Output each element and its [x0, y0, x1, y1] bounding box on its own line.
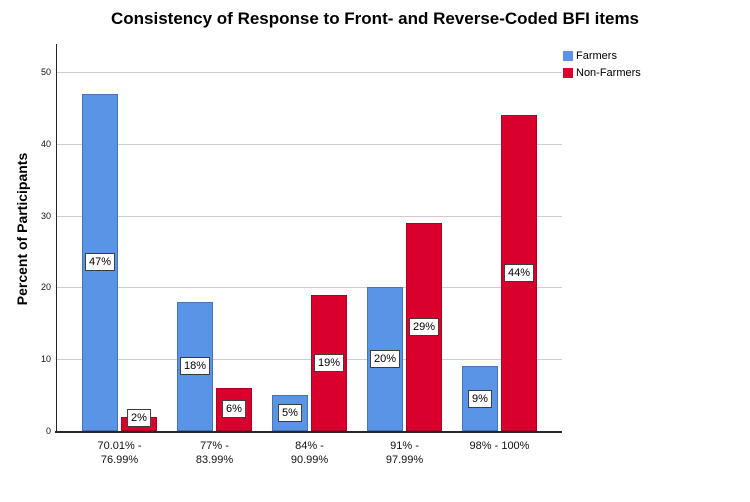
x-axis-line — [55, 431, 562, 433]
legend-item-farmers: Farmers — [563, 49, 641, 63]
x-tick-label-4: 91% - 97.99% — [385, 440, 424, 466]
gridline-20 — [57, 287, 562, 289]
y-tick-label-40: 40 — [40, 138, 51, 149]
chart-title: Consistency of Response to Front- and Re… — [110, 9, 640, 28]
gridline-50 — [57, 72, 562, 73]
bar-value-label-non-farmers-1: 2% — [127, 409, 151, 427]
legend-label-farmers: Farmers — [576, 50, 617, 62]
farmers-swatch-icon — [563, 51, 573, 61]
legend-item-non-farmers: Non-Farmers — [563, 66, 641, 80]
gridline-40 — [57, 143, 562, 145]
bar-value-label-non-farmers-2: 6% — [222, 400, 246, 419]
x-tick-label-2: 77% - 83.99% — [195, 440, 234, 466]
bar-value-label-farmers-3: 5% — [278, 404, 302, 423]
y-axis-line — [56, 44, 57, 432]
x-tick-label-3: 84% - 90.99% — [290, 440, 329, 466]
non-farmers-swatch-icon — [563, 68, 573, 78]
bar-value-label-non-farmers-4: 29% — [408, 317, 440, 336]
bar-value-label-farmers-2: 18% — [179, 357, 211, 376]
bar-value-label-farmers-1: 47% — [84, 253, 116, 272]
bar-farmers-5 — [462, 366, 498, 431]
y-tick-label-30: 30 — [40, 210, 51, 221]
y-tick-label-20: 20 — [40, 282, 51, 293]
bar-value-label-non-farmers-3: 19% — [313, 353, 345, 372]
bar-value-label-non-farmers-5: 44% — [503, 264, 535, 283]
y-tick-label-0: 0 — [45, 426, 51, 436]
y-tick-label-10: 10 — [40, 354, 51, 365]
legend-label-non-farmers: Non-Farmers — [576, 67, 641, 79]
x-tick-label-5: 98% - 100% — [469, 440, 530, 452]
gridline-10 — [57, 359, 562, 361]
bar-value-label-farmers-5: 9% — [468, 389, 492, 408]
gridline-30 — [57, 215, 562, 217]
x-tick-label-1: 70.01% - 76.99% — [97, 440, 142, 466]
plot-area: 47% 2% 18% 6% 5% 19% 20% 29% 9% 44% — [57, 44, 562, 431]
bar-value-label-farmers-4: 20% — [369, 350, 401, 369]
y-tick-label-50: 50 — [40, 67, 51, 77]
legend: Farmers Non-Farmers — [563, 49, 641, 83]
